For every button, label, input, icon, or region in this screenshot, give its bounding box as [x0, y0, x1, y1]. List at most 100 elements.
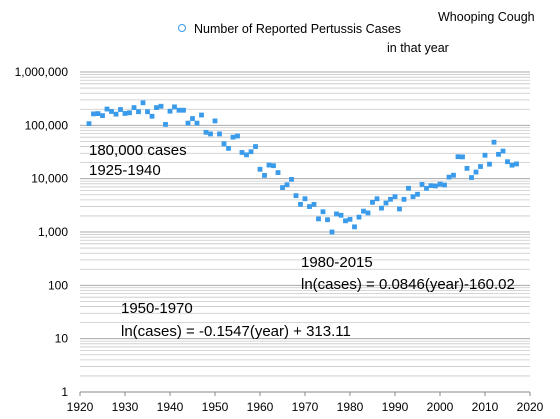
- data-point: [239, 150, 245, 155]
- data-point: [496, 151, 501, 157]
- x-tick-label: 1980: [337, 400, 364, 414]
- data-point: [149, 113, 155, 119]
- legend-marker-icon: [178, 24, 186, 32]
- data-point: [487, 161, 492, 167]
- data-point: [194, 120, 200, 126]
- data-point: [509, 162, 515, 168]
- data-point: [109, 109, 114, 114]
- y-tick-label: 100,000: [25, 118, 69, 132]
- x-tick-label: 2010: [472, 400, 499, 414]
- data-point: [464, 165, 470, 171]
- y-tick-label: 1: [61, 385, 68, 399]
- data-point: [379, 205, 384, 211]
- data-point: [460, 154, 465, 160]
- y-tick-label: 10,000: [31, 172, 68, 186]
- data-point: [203, 129, 209, 135]
- data-point: [181, 107, 186, 113]
- data-point: [113, 111, 119, 117]
- data-point: [406, 185, 411, 191]
- data-point: [320, 209, 326, 215]
- y-tick-label: 1,000: [38, 225, 68, 239]
- data-point: [397, 206, 402, 212]
- data-point: [163, 122, 168, 127]
- data-point: [158, 103, 164, 109]
- data-point: [424, 185, 429, 191]
- data-point: [334, 211, 339, 217]
- data-point: [428, 183, 434, 189]
- data-point: [419, 182, 425, 187]
- data-point: [356, 214, 362, 220]
- data-point: [451, 172, 456, 178]
- data-points: [86, 100, 519, 235]
- data-point: [325, 217, 330, 223]
- data-point: [433, 183, 438, 189]
- data-point: [154, 105, 159, 111]
- data-point: [118, 107, 123, 112]
- annotation-rise: 1980-2015 ln(cases) = 0.0846(year)-160.0…: [301, 252, 515, 296]
- data-point: [100, 113, 105, 119]
- data-point: [415, 191, 420, 197]
- x-tick-label: 2020: [517, 400, 544, 414]
- legend: Number of Reported Pertussis Cases: [178, 22, 401, 36]
- data-point: [388, 196, 393, 202]
- data-point: [199, 112, 204, 118]
- data-point: [136, 109, 141, 115]
- x-tick-label: 1990: [382, 400, 409, 414]
- data-point: [307, 204, 312, 209]
- data-point: [127, 110, 132, 116]
- annotation-decline-line2: ln(cases) = -0.1547(year) + 313.11: [121, 323, 351, 340]
- data-point: [361, 208, 366, 214]
- data-point: [289, 176, 294, 182]
- data-point: [302, 196, 308, 202]
- data-point: [500, 148, 506, 154]
- data-point: [365, 210, 371, 216]
- data-point: [257, 166, 263, 172]
- data-point: [271, 163, 276, 169]
- data-point: [514, 161, 519, 167]
- data-point: [190, 116, 195, 121]
- annotation-rise-line2: ln(cases) = 0.0846(year)-160.02: [301, 276, 515, 293]
- data-point: [248, 149, 254, 155]
- data-point: [455, 154, 461, 160]
- data-point: [145, 109, 150, 115]
- data-point: [262, 173, 267, 178]
- chart-title: Whooping Cough: [438, 10, 535, 24]
- data-point: [505, 159, 510, 165]
- data-point: [374, 196, 380, 202]
- data-point: [343, 218, 348, 224]
- data-point: [491, 139, 497, 145]
- data-point: [401, 196, 407, 202]
- data-point: [91, 111, 96, 117]
- data-point: [370, 199, 375, 205]
- data-point: [131, 105, 137, 111]
- annotation-plateau-line1: 180,000 cases: [89, 142, 187, 159]
- data-point: [86, 121, 92, 127]
- x-tick-label: 2000: [427, 400, 454, 414]
- data-point: [122, 111, 128, 116]
- grid-lines: [80, 71, 530, 393]
- data-point: [392, 194, 398, 200]
- data-point: [338, 212, 344, 218]
- data-point: [442, 182, 447, 188]
- y-tick-label: 100: [48, 278, 68, 292]
- data-point: [473, 169, 479, 175]
- data-point: [104, 106, 110, 112]
- x-tick-label: 1960: [247, 400, 274, 414]
- data-point: [316, 216, 321, 222]
- data-point: [478, 164, 483, 169]
- data-point: [230, 134, 236, 140]
- data-point: [212, 118, 218, 124]
- x-tick-label: 1940: [157, 400, 184, 414]
- data-point: [280, 185, 285, 190]
- data-point: [217, 131, 222, 137]
- x-tick-label: 1930: [112, 400, 139, 414]
- x-tick-label: 1970: [292, 400, 319, 414]
- data-point: [329, 229, 335, 235]
- data-point: [446, 174, 452, 180]
- annotation-decline-line1: 1950-1970: [121, 300, 193, 317]
- data-point: [410, 194, 416, 200]
- data-point: [266, 162, 272, 168]
- data-point: [221, 141, 227, 147]
- data-point: [347, 216, 353, 222]
